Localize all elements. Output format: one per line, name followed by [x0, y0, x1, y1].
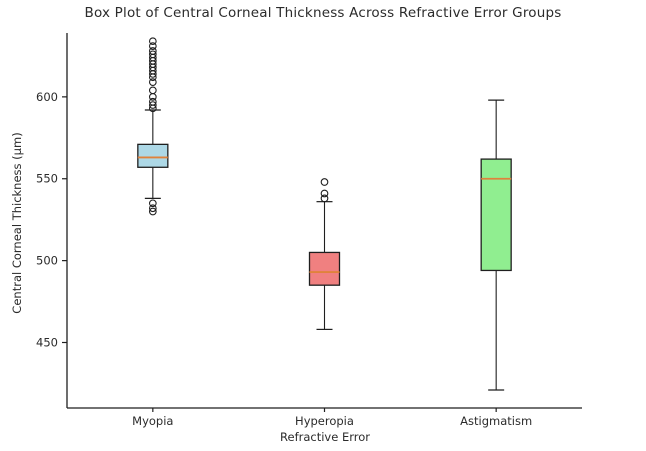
outlier-point-myopia [148, 47, 157, 55]
outlier-point-myopia [148, 97, 157, 106]
y-axis-label: Central Corneal Thickness (μm) [10, 132, 24, 314]
x-tick-label-astigmatism: Astigmatism [460, 414, 532, 428]
outlier-point-myopia [148, 93, 157, 101]
chart-title: Box Plot of Central Corneal Thickness Ac… [84, 5, 562, 21]
y-tick-label: 600 [36, 90, 58, 104]
outlier-point-myopia [148, 86, 157, 95]
y-tick-label: 550 [36, 172, 58, 186]
outlier-point-myopia [148, 78, 157, 86]
outlier-point-myopia [148, 199, 157, 208]
y-tick-label: 500 [36, 254, 58, 268]
x-axis-label: Refractive Error [280, 430, 370, 444]
box-astigmatism [480, 158, 512, 272]
box-myopia [137, 143, 169, 168]
outlier-point-hyperopia [320, 194, 329, 203]
box-hyperopia [308, 251, 341, 286]
outlier-point-myopia [148, 42, 157, 50]
outlier-point-hyperopia [320, 178, 329, 186]
outlier-point-myopia [148, 207, 157, 216]
outlier-point-myopia [148, 37, 157, 46]
outlier-point-myopia [148, 204, 157, 213]
outlier-point-myopia [148, 101, 157, 109]
outlier-point-hyperopia [320, 189, 329, 198]
outlier-point-myopia [148, 50, 157, 59]
x-tick-label-hyperopia: Hyperopia [295, 414, 354, 428]
x-tick-label-myopia: Myopia [132, 414, 173, 428]
y-tick-label: 450 [36, 335, 58, 349]
